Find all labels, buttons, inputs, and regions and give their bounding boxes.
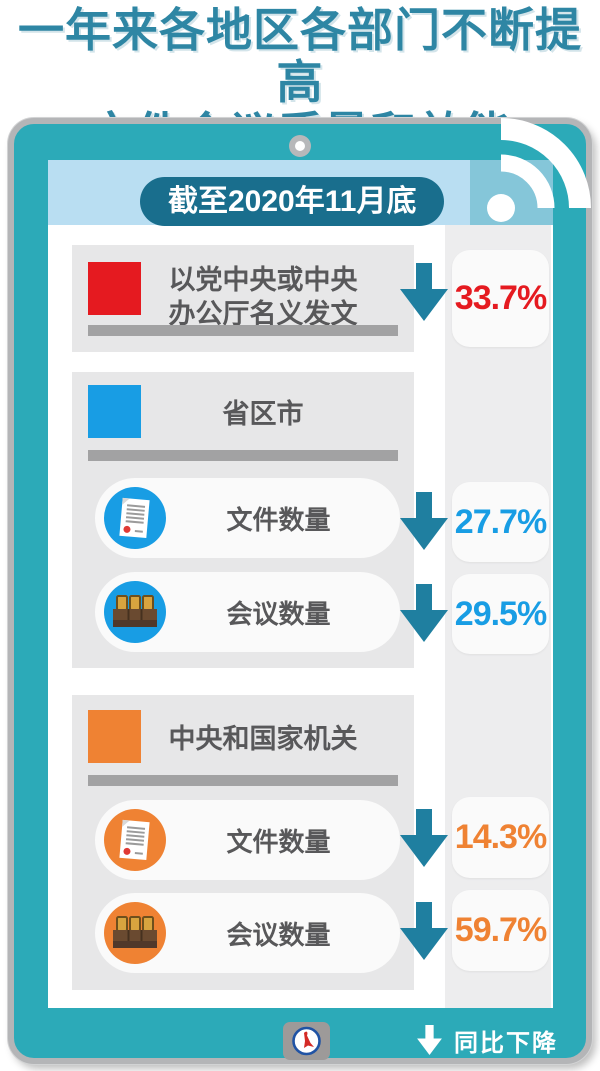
divider-bar — [88, 325, 398, 336]
document-icon — [104, 487, 166, 549]
down-arrow-icon — [400, 809, 448, 867]
card-state-organs: 中央和国家机关 文件数量 — [72, 695, 414, 990]
value-state-organs-meetings: 59.7% — [452, 890, 549, 971]
row-label: 会议数量 — [226, 598, 331, 629]
card-central-title: 以党中央或中央 办公厅名义发文 — [112, 263, 414, 331]
card-provinces-title: 省区市 — [222, 399, 304, 429]
page-title-line1: 一年来各地区各部门不断提高 — [18, 4, 582, 108]
date-badge: 截至2020年11月底 — [140, 177, 445, 226]
value-state-organs-documents: 14.3% — [452, 797, 549, 878]
value-central-decrease: 33.7% — [452, 250, 549, 347]
down-arrow-icon — [400, 492, 448, 550]
card-central-title-line1: 以党中央或中央 — [168, 265, 358, 295]
red-swatch — [88, 262, 141, 315]
rss-signal-icon — [487, 118, 591, 222]
meeting-icon — [104, 581, 166, 643]
value-provinces-meetings: 29.5% — [452, 574, 549, 654]
row-state-organs-documents: 文件数量 — [95, 800, 400, 880]
card-central-title-line2: 办公厅名义发文 — [168, 299, 358, 329]
row-label: 文件数量 — [226, 826, 331, 857]
value-provinces-documents: 27.7% — [452, 482, 549, 562]
row-label: 文件数量 — [226, 504, 331, 535]
row-provinces-documents: 文件数量 — [95, 478, 400, 558]
down-arrow-icon — [400, 584, 448, 642]
divider-bar — [88, 450, 398, 461]
divider-bar — [88, 775, 398, 786]
row-state-organs-meetings: 会议数量 — [95, 893, 400, 973]
card-central-office: 以党中央或中央 办公厅名义发文 — [72, 245, 414, 352]
camera-dot-icon — [289, 135, 311, 157]
blue-swatch — [88, 385, 141, 438]
orange-swatch — [88, 710, 141, 763]
meeting-icon — [104, 902, 166, 964]
down-arrow-icon — [417, 1025, 442, 1055]
legend-label: 同比下降 — [454, 1029, 558, 1057]
card-provinces: 省区市 文件数量 — [72, 372, 414, 668]
row-provinces-meetings: 会议数量 — [95, 572, 400, 652]
down-arrow-icon — [400, 902, 448, 960]
down-arrow-icon — [400, 263, 448, 321]
gov-emblem-logo — [283, 1022, 330, 1060]
document-icon — [104, 809, 166, 871]
row-label: 会议数量 — [226, 919, 331, 950]
legend: 同比下降 — [417, 1023, 558, 1057]
card-state-organs-title: 中央和国家机关 — [168, 724, 358, 754]
